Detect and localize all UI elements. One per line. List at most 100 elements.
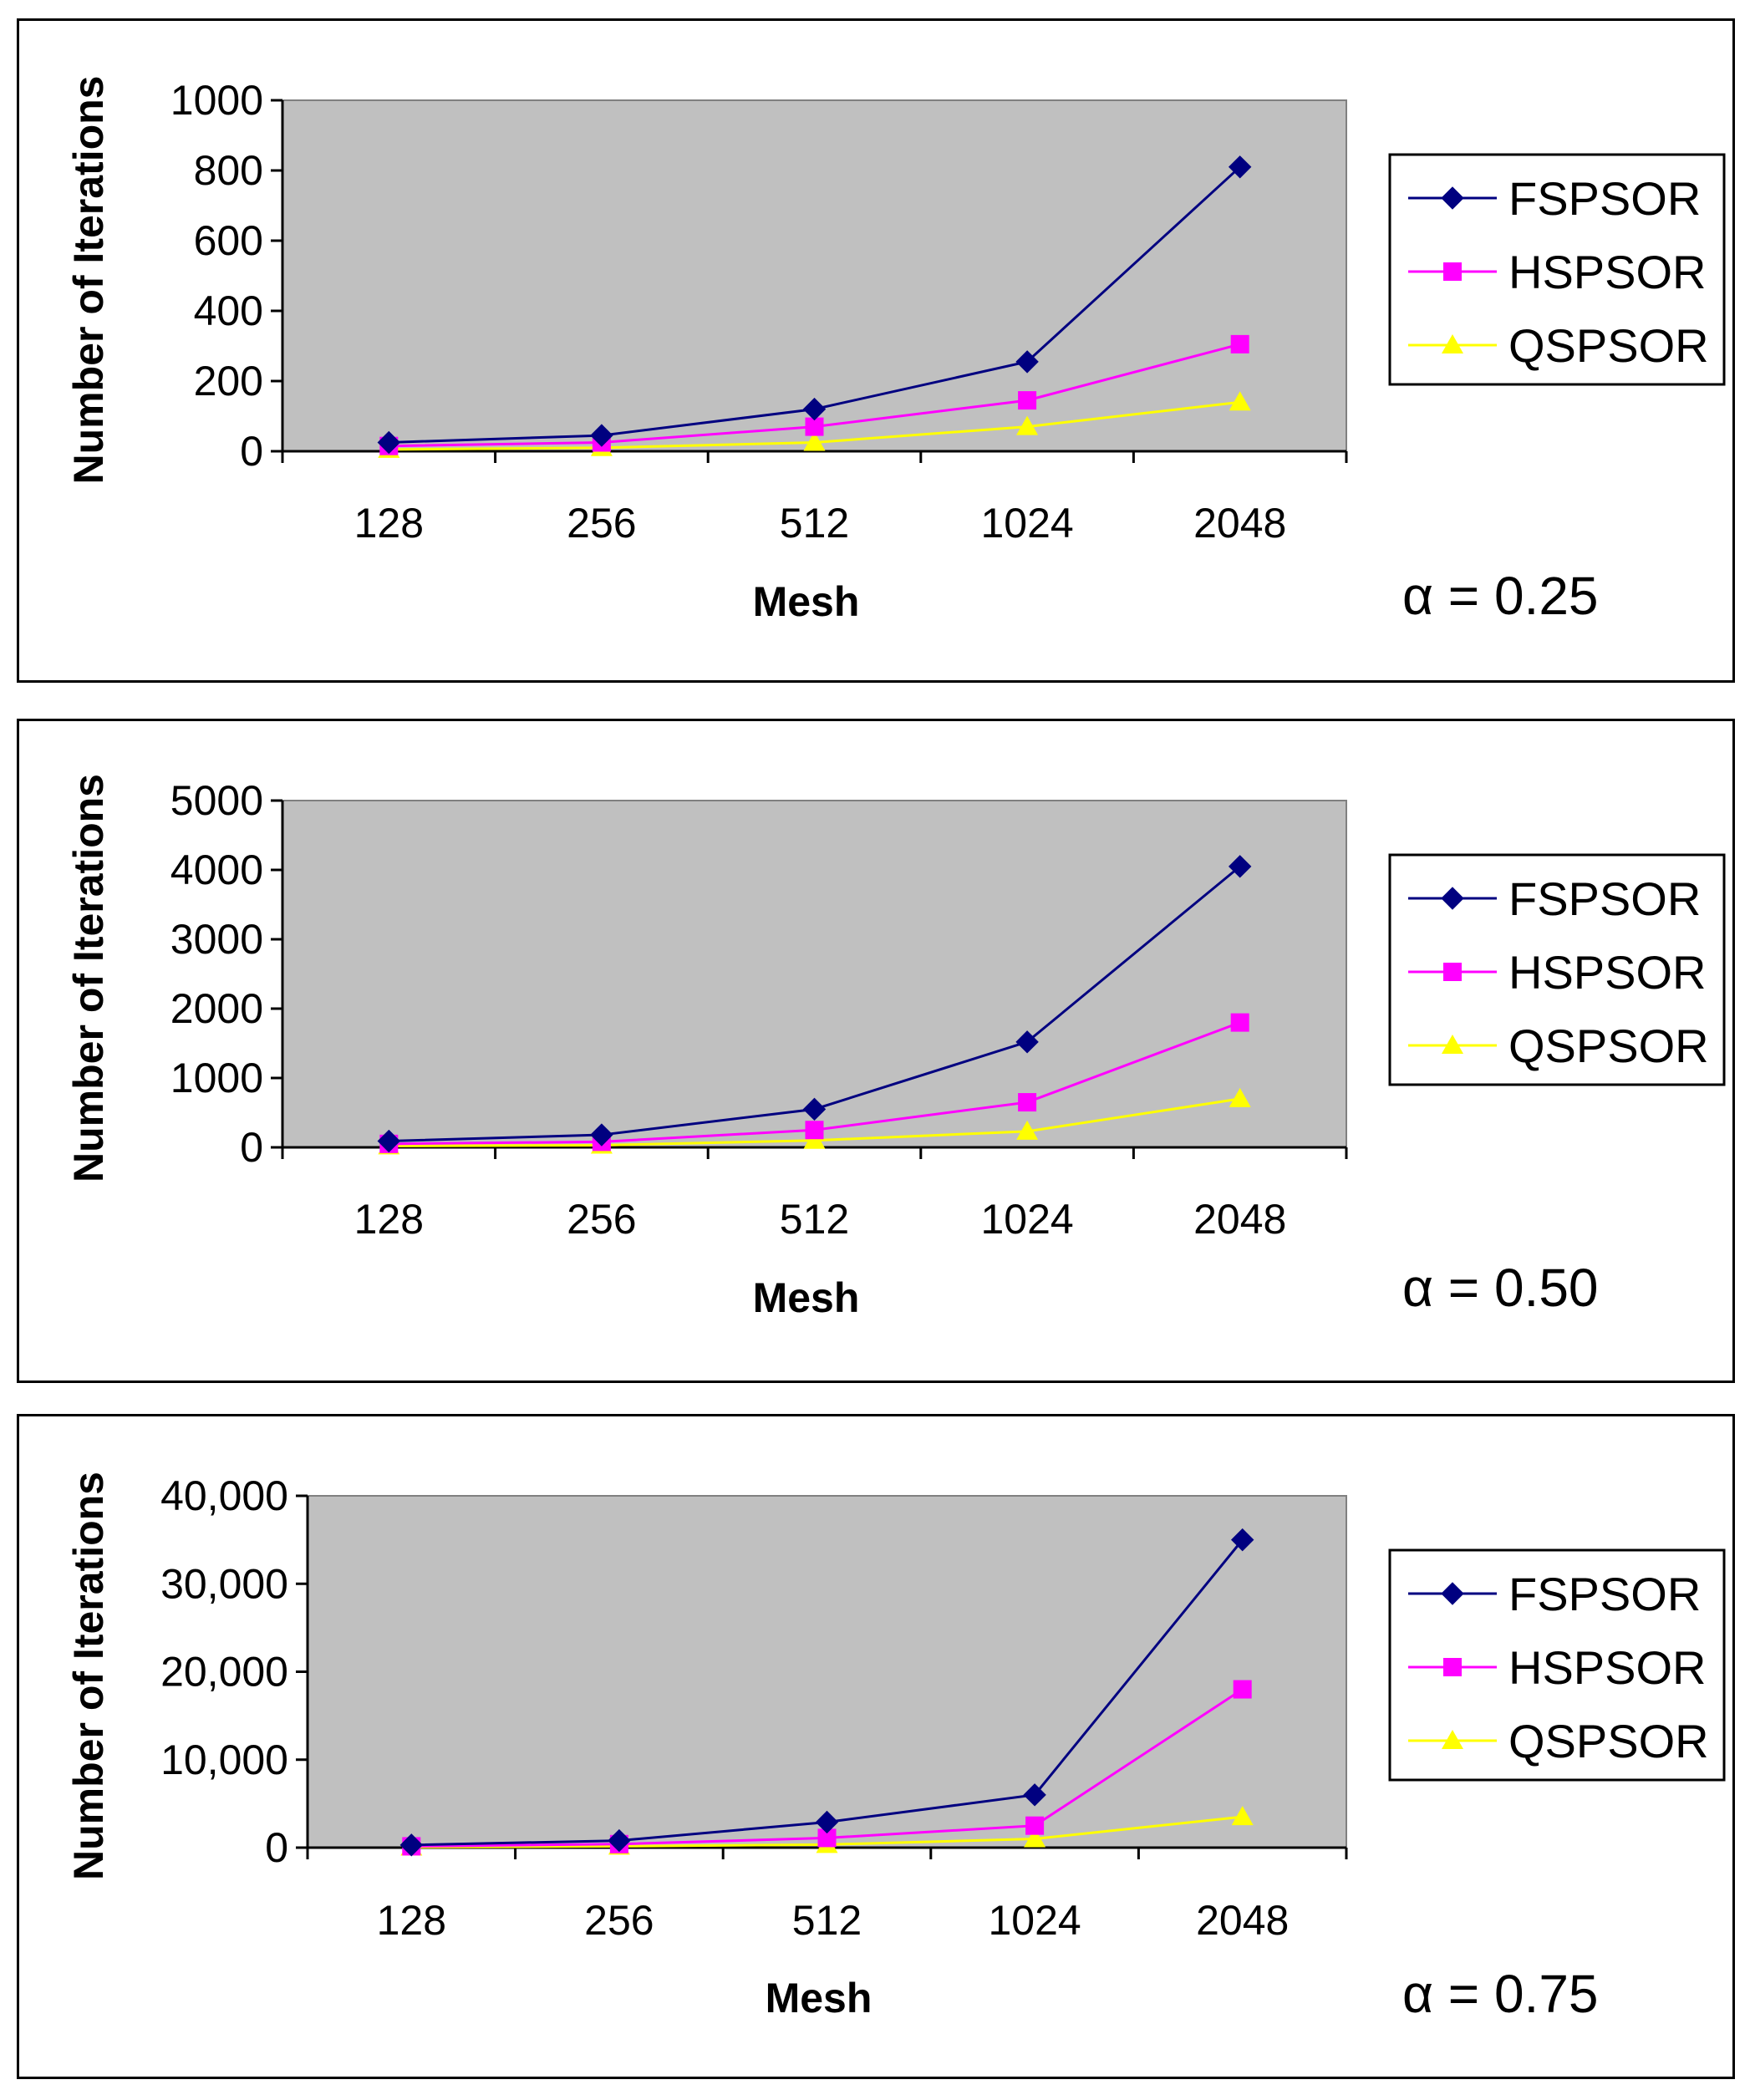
x-tick-label: 128 [354, 500, 424, 547]
legend-label: FSPSOR [1508, 172, 1701, 225]
legend-swatch-marker [1443, 262, 1462, 281]
y-tick-label: 2000 [170, 985, 263, 1032]
x-axis-title: Mesh [753, 1274, 860, 1321]
data-point [805, 417, 824, 436]
x-tick-label: 2048 [1193, 1196, 1286, 1243]
y-tick-label: 5000 [170, 777, 263, 824]
series-fspsor [399, 1528, 1254, 1857]
legend-item: FSPSOR [1408, 1568, 1701, 1620]
data-point [1018, 1093, 1037, 1112]
y-tick-label: 0 [265, 1824, 288, 1871]
data-point [590, 424, 613, 447]
legend-swatch-marker [1442, 334, 1463, 353]
data-point [608, 1828, 631, 1853]
x-tick-label: 1024 [980, 1196, 1073, 1243]
series-fspsor [377, 155, 1252, 455]
y-tick-label: 3000 [170, 916, 263, 963]
legend-item: FSPSOR [1408, 172, 1701, 225]
data-point [817, 1828, 837, 1848]
y-axis-title: Number of Iterations [65, 76, 112, 485]
plot-area [282, 800, 1347, 1148]
data-point [802, 1097, 827, 1121]
legend-swatch-marker [1443, 963, 1462, 981]
y-tick-label: 40,000 [160, 1472, 288, 1519]
data-point [590, 1123, 613, 1147]
y-tick-label: 1000 [170, 1055, 263, 1101]
data-point [1016, 1120, 1039, 1140]
data-point [1233, 1680, 1252, 1699]
legend-label: HSPSOR [1508, 246, 1707, 298]
data-point [1023, 1783, 1046, 1807]
y-tick-label: 400 [194, 287, 263, 334]
data-point [1018, 391, 1037, 410]
legend-swatch-marker [1443, 1658, 1462, 1676]
legend-label: HSPSOR [1508, 946, 1707, 999]
x-tick-label: 512 [792, 1897, 862, 1944]
x-tick-label: 256 [567, 1196, 636, 1243]
y-tick-label: 10,000 [160, 1736, 288, 1783]
y-axis-title: Number of Iterations [65, 1472, 112, 1880]
x-tick-label: 1024 [980, 500, 1073, 547]
data-point [1025, 1816, 1045, 1835]
data-point [805, 1121, 824, 1140]
plot-area [307, 1495, 1347, 1848]
data-point [1229, 1087, 1251, 1107]
alpha-label: α = 0.75 [1402, 1964, 1599, 2024]
legend-label: FSPSOR [1508, 1568, 1701, 1620]
data-point [802, 397, 827, 421]
data-point [1231, 1806, 1254, 1826]
legend-swatch-marker [1441, 1582, 1464, 1605]
chart-panel-alpha-050: 0 1000 2000 3000 4000 5000 128 256 512 1024 2048 Me… [17, 719, 1735, 1383]
legend-swatch-marker [1441, 887, 1464, 910]
chart-svg: 0 10,000 20,000 30,000 40,000 128 256 512 1024 20… [65, 1472, 1726, 2024]
data-point [1230, 1528, 1254, 1552]
data-point [1228, 855, 1252, 878]
x-tick-label: 512 [780, 500, 849, 547]
data-point [1016, 415, 1039, 435]
chart-svg: 0 1000 2000 3000 4000 5000 128 256 512 1024 2048 Me… [65, 774, 1726, 1321]
data-point [1024, 1828, 1046, 1848]
legend-label: QSPSOR [1508, 1019, 1709, 1072]
data-point [815, 1810, 839, 1834]
y-tick-label: 0 [240, 428, 263, 475]
legend-item: QSPSOR [1408, 1019, 1709, 1072]
series-fspsor [377, 855, 1252, 1153]
legend-item: QSPSOR [1408, 319, 1709, 372]
y-tick-label: 800 [194, 147, 263, 194]
alpha-label: α = 0.25 [1402, 566, 1599, 626]
plot-area [282, 99, 1347, 452]
data-point [377, 1129, 401, 1153]
x-tick-label: 2048 [1193, 500, 1286, 547]
x-axis-title: Mesh [753, 578, 860, 625]
legend-label: HSPSOR [1508, 1641, 1707, 1694]
data-point [1228, 155, 1252, 179]
legend-item: QSPSOR [1408, 1715, 1709, 1767]
chart-panel-alpha-075: 0 10,000 20,000 30,000 40,000 128 256 512 1024 20… [17, 1414, 1735, 2079]
legend-item: HSPSOR [1408, 1641, 1707, 1694]
legend-item: FSPSOR [1408, 872, 1701, 925]
data-point [1229, 391, 1251, 411]
legend-label: QSPSOR [1508, 319, 1709, 372]
x-tick-label: 256 [584, 1897, 654, 1944]
x-tick-label: 128 [354, 1196, 424, 1243]
data-point [803, 431, 826, 451]
y-tick-label: 0 [240, 1124, 263, 1171]
data-point [377, 430, 401, 455]
y-tick-label: 4000 [170, 847, 263, 893]
y-tick-label: 30,000 [160, 1560, 288, 1607]
x-tick-label: 512 [780, 1196, 849, 1243]
data-point [399, 1833, 424, 1857]
x-tick-label: 1024 [988, 1897, 1081, 1944]
data-point [1230, 334, 1249, 353]
legend-swatch-marker [1441, 186, 1464, 210]
y-tick-label: 1000 [170, 77, 263, 124]
data-point [1015, 350, 1039, 374]
y-tick-label: 200 [194, 358, 263, 404]
legend-swatch-marker [1442, 1730, 1463, 1749]
data-point [1230, 1013, 1249, 1032]
legend-item: HSPSOR [1408, 946, 1707, 999]
data-point [1015, 1030, 1039, 1054]
legend-label: FSPSOR [1508, 872, 1701, 925]
chart-svg: 0 200 400 600 800 1000 128 256 512 1024 2048 Mesh Nu… [65, 76, 1726, 626]
x-axis-title: Mesh [766, 1975, 872, 2021]
